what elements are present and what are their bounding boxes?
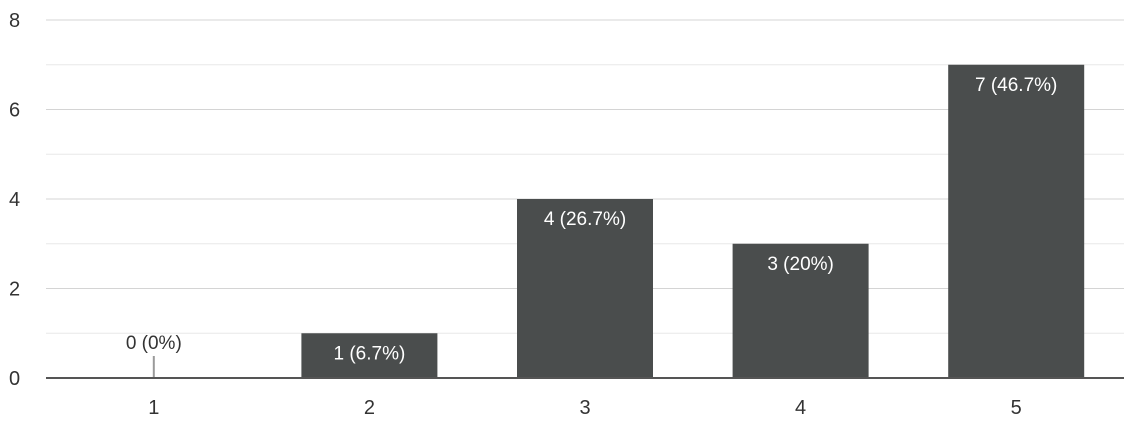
y-tick-label: 2 bbox=[9, 279, 20, 301]
bar-4 bbox=[732, 243, 869, 378]
bar-5 bbox=[948, 64, 1085, 378]
x-tick-label-3: 3 bbox=[579, 397, 590, 419]
y-axis: 0 2 4 6 8 bbox=[9, 10, 20, 390]
y-tick-label: 4 bbox=[9, 189, 20, 211]
x-tick-label-4: 4 bbox=[795, 397, 806, 419]
x-tick-label-2: 2 bbox=[364, 397, 375, 419]
x-tick-label-1: 1 bbox=[148, 397, 159, 419]
y-tick-label: 8 bbox=[9, 10, 20, 32]
data-label-2: 1 (6.7%) bbox=[333, 343, 405, 364]
bar-3 bbox=[517, 199, 653, 378]
data-label-1: 0 (0%) bbox=[126, 333, 182, 354]
y-tick-label: 0 bbox=[9, 368, 20, 390]
data-label-5: 7 (46.7%) bbox=[975, 75, 1057, 96]
x-axis: 1 2 3 4 5 bbox=[148, 397, 1022, 419]
bar-2 bbox=[301, 333, 438, 378]
x-tick-label-5: 5 bbox=[1011, 397, 1022, 419]
data-label-3: 4 (26.7%) bbox=[544, 209, 626, 230]
data-label-4: 3 (20%) bbox=[767, 254, 834, 275]
bars: 0 (0%) 1 (6.7%) 4 (26.7%) 3 (20%) 7 (46.7%) bbox=[126, 64, 1085, 378]
y-tick-label: 6 bbox=[9, 100, 20, 122]
